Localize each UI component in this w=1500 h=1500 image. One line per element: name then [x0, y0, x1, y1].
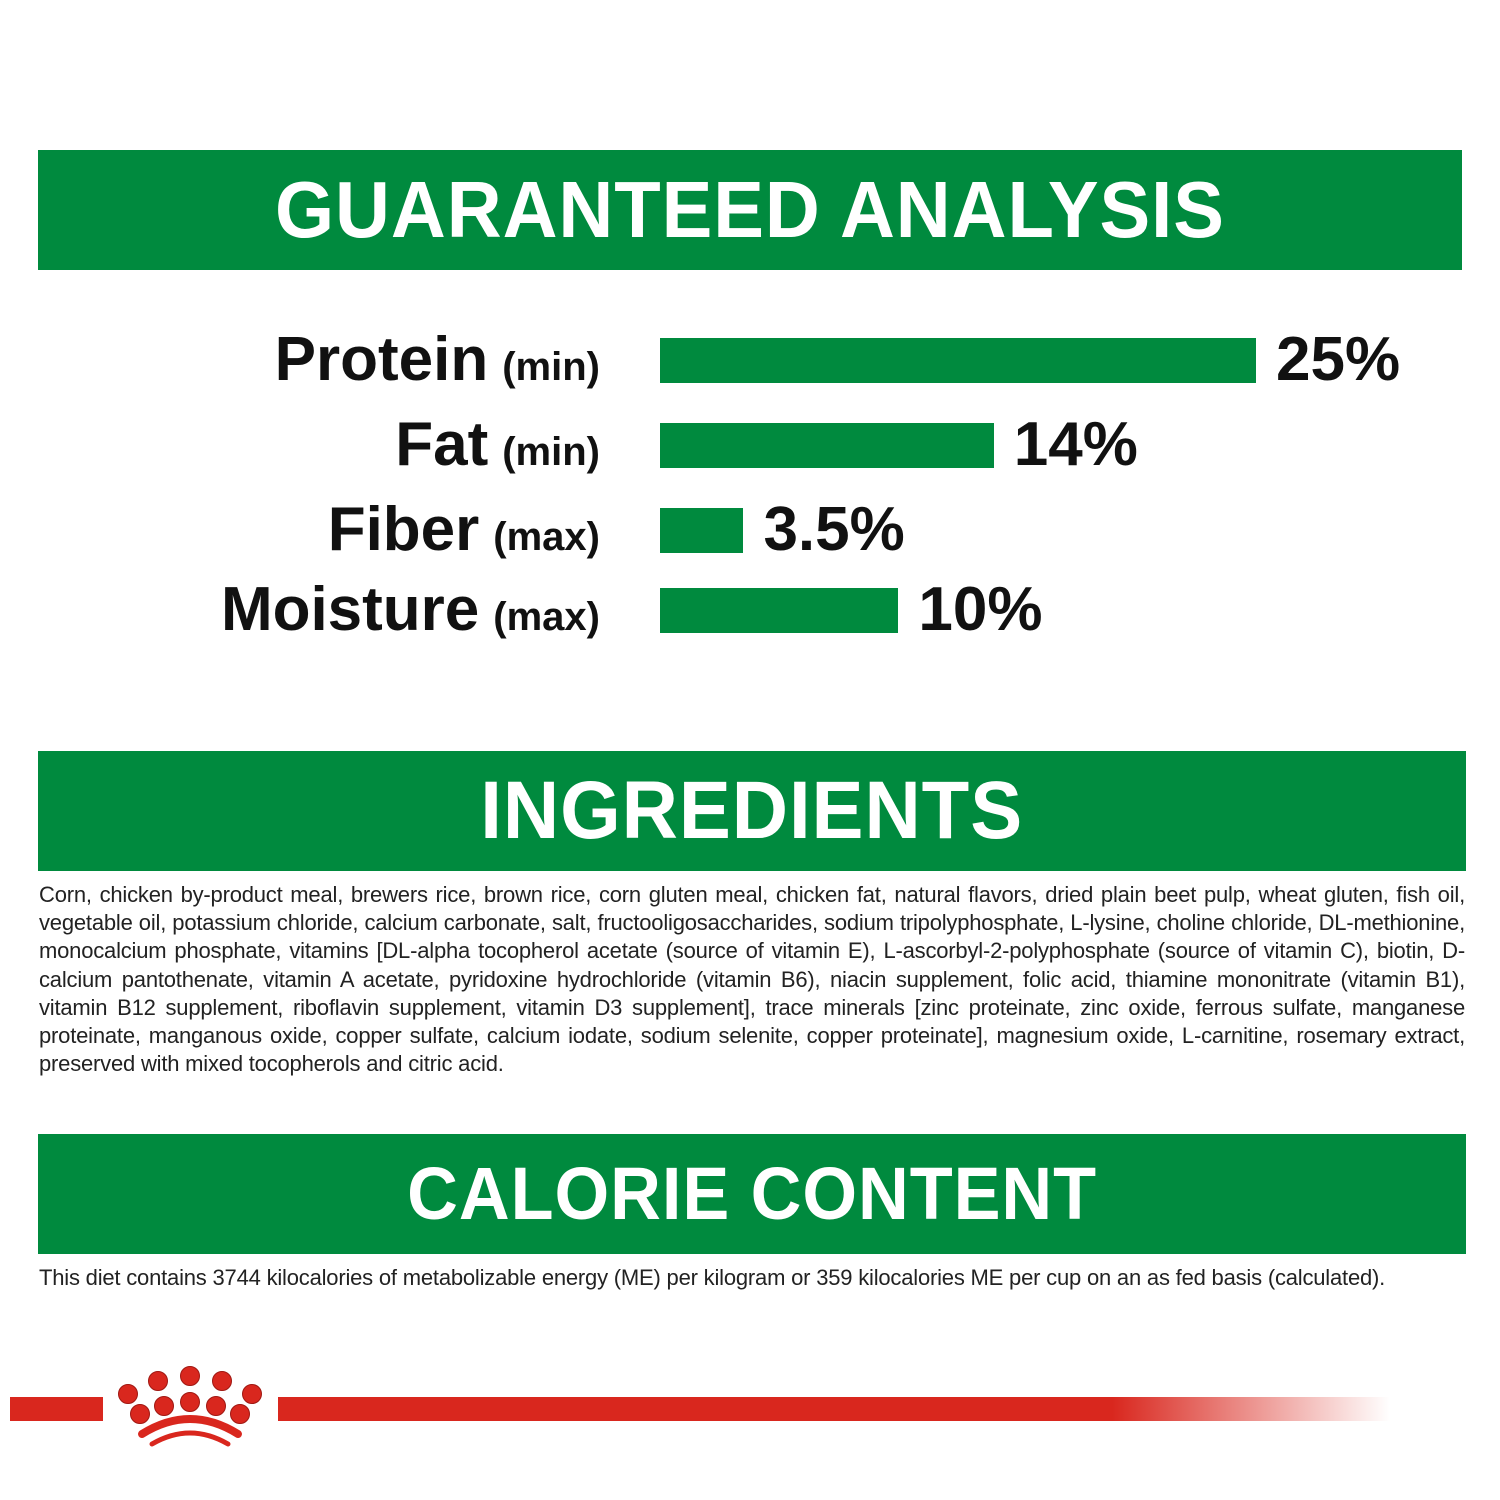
nutrient-qualifier: (min): [502, 345, 600, 389]
nutrient-label: Fiber (max): [328, 490, 600, 577]
ingredients-text: Corn, chicken by-product meal, brewers r…: [39, 882, 1465, 1077]
analysis-row-fiber: Fiber (max) 3.5%: [0, 490, 1500, 570]
nutrient-value: 10%: [918, 575, 1043, 644]
nutrient-name: Fat: [395, 410, 489, 479]
nutrient-qualifier: (min): [502, 430, 600, 474]
nutrient-qualifier: (max): [493, 595, 600, 639]
analysis-row-moisture: Moisture (max) 10%: [0, 570, 1500, 650]
analysis-row-protein: Protein (min) 25%: [0, 320, 1500, 400]
nutrient-name: Protein: [274, 325, 489, 394]
ingredients-header: INGREDIENTS: [38, 751, 1466, 871]
nutrient-name: Fiber: [327, 495, 480, 564]
nutrient-bar: [660, 423, 994, 468]
red-stripe-left: [10, 1397, 103, 1421]
nutrient-bar: [660, 338, 1256, 383]
calorie-text: This diet contains 3744 kilocalories of …: [39, 1265, 1386, 1290]
nutrient-bar: [660, 588, 899, 633]
crown-icon: [118, 1366, 262, 1447]
nutrient-name: Moisture: [220, 575, 480, 644]
calorie-content-header: CALORIE CONTENT: [38, 1134, 1466, 1254]
analysis-row-fat: Fat (min) 14%: [0, 405, 1500, 485]
nutrient-value: 3.5%: [763, 495, 905, 564]
nutrient-label: Moisture (max): [221, 570, 600, 657]
nutrient-label: Fat (min): [395, 405, 600, 492]
nutrient-label: Protein (min): [275, 320, 600, 407]
nutrient-value: 25%: [1276, 325, 1401, 394]
nutrient-qualifier: (max): [493, 515, 600, 559]
red-stripe-right: [278, 1397, 1390, 1421]
nutrient-bar: [660, 508, 744, 553]
nutrient-value: 14%: [1013, 410, 1138, 479]
guaranteed-analysis-header: GUARANTEED ANALYSIS: [38, 150, 1462, 270]
